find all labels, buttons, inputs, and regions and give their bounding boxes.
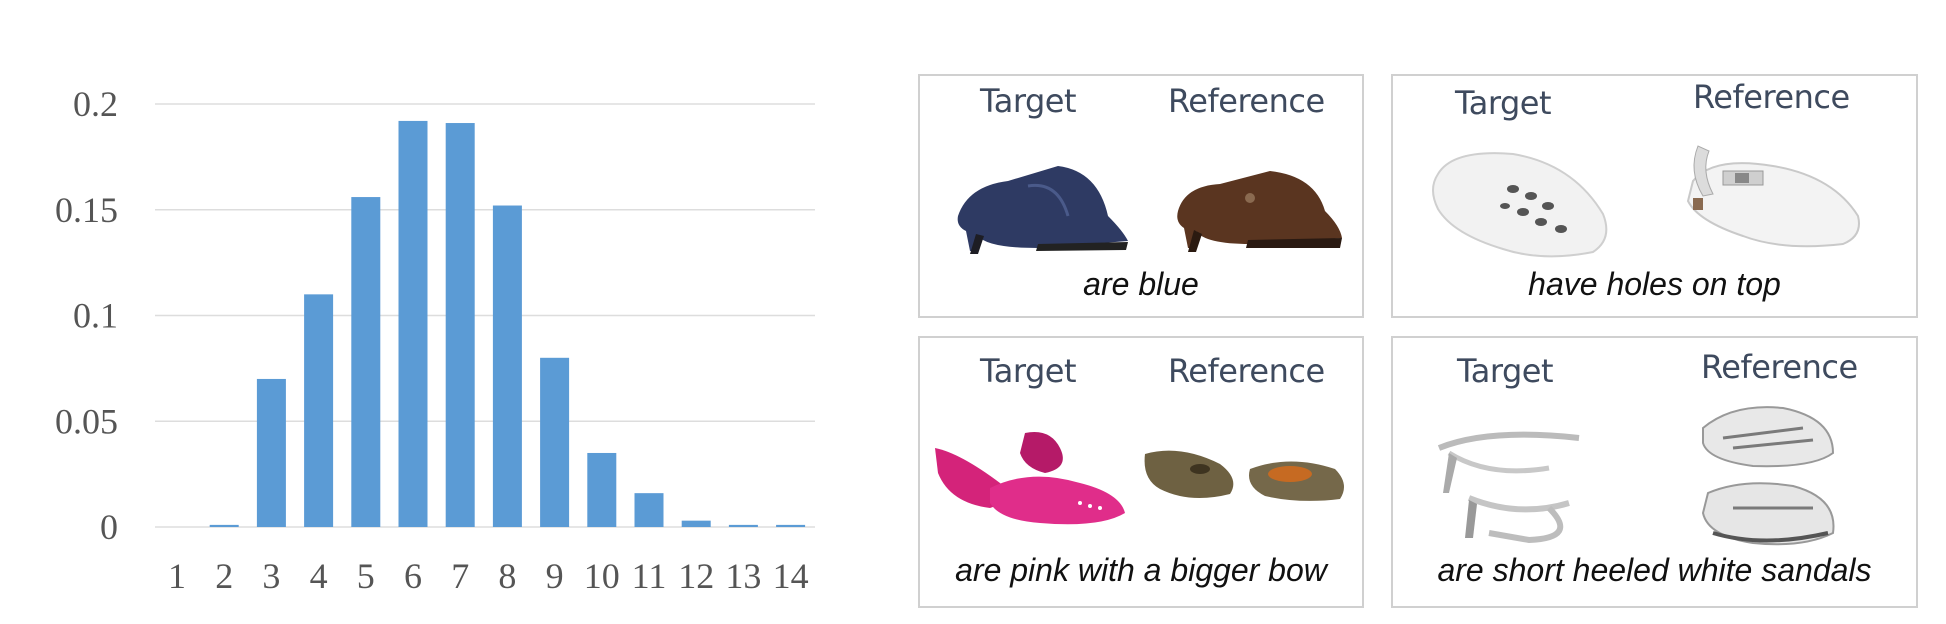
x-tick-label: 6 xyxy=(404,556,422,596)
target-label: Target xyxy=(1457,352,1554,390)
x-tick-label: 5 xyxy=(357,556,375,596)
y-tick-label: 0.2 xyxy=(73,84,118,124)
example-panel-pink: Target Reference are pink with a bigger … xyxy=(918,336,1364,608)
reference-label: Reference xyxy=(1701,348,1858,386)
reference-label: Reference xyxy=(1168,82,1325,120)
x-tick-label: 7 xyxy=(451,556,469,596)
bar-7 xyxy=(445,123,475,527)
reference-label: Reference xyxy=(1168,352,1325,390)
navy-mule-shoe-image xyxy=(957,166,1128,254)
target-label: Target xyxy=(980,352,1077,390)
bar-8 xyxy=(492,205,522,527)
silver-sneakers-image xyxy=(1701,406,1835,546)
brown-mule-shoe-image xyxy=(1177,171,1342,252)
x-tick-label: 14 xyxy=(773,556,809,596)
bar-3 xyxy=(256,378,286,527)
white-clog-with-strap-image xyxy=(1686,145,1860,248)
example-panel-holes: Target Reference have holes on top xyxy=(1391,74,1918,318)
olive-flats-image xyxy=(1144,450,1344,501)
y-axis-ticks: 0 0.05 0.1 0.15 0.2 xyxy=(55,84,118,547)
caption: have holes on top xyxy=(1528,266,1781,302)
x-tick-label: 4 xyxy=(310,556,328,596)
bar-10 xyxy=(587,452,617,527)
x-axis-ticks: 1 2 3 4 5 6 7 8 9 10 11 12 13 14 xyxy=(168,556,809,596)
target-label: Target xyxy=(980,82,1077,120)
target-label: Target xyxy=(1455,84,1552,122)
x-tick-label: 11 xyxy=(632,556,667,596)
bar-12 xyxy=(681,520,711,527)
y-tick-label: 0.05 xyxy=(55,401,118,441)
white-clog-with-holes-image xyxy=(1432,152,1608,258)
x-tick-label: 8 xyxy=(498,556,516,596)
bar-11 xyxy=(634,493,664,527)
y-tick-label: 0.15 xyxy=(55,190,118,230)
silver-heeled-sandals-image xyxy=(1437,431,1580,544)
bar-9 xyxy=(540,357,570,527)
example-panel-blue: Target Reference are blue xyxy=(918,74,1364,318)
bar-5 xyxy=(351,197,381,527)
x-tick-label: 3 xyxy=(262,556,280,596)
x-tick-label: 1 xyxy=(168,556,186,596)
bars xyxy=(209,120,806,528)
y-tick-label: 0.1 xyxy=(73,296,118,336)
pink-bow-flats-image xyxy=(935,432,1125,525)
caption: are short heeled white sandals xyxy=(1437,552,1872,588)
x-tick-label: 9 xyxy=(546,556,564,596)
caption: are blue xyxy=(1083,266,1199,302)
caption: are pink with a bigger bow xyxy=(955,552,1327,588)
x-tick-label: 10 xyxy=(584,556,620,596)
bar-chart: 00.050.10.150.2 1 2 3 4 5 6 7 8 9 10 11 12 13 14 xyxy=(55,84,815,596)
bar-14 xyxy=(776,524,806,527)
example-panel-sandals: Target Reference are short heeled white … xyxy=(1391,336,1918,608)
bar-4 xyxy=(304,294,334,527)
bar-13 xyxy=(728,524,758,527)
bar-6 xyxy=(398,120,428,528)
reference-label: Reference xyxy=(1693,78,1850,116)
bar-2 xyxy=(209,524,239,527)
x-tick-label: 2 xyxy=(215,556,233,596)
grid-lines xyxy=(155,103,815,528)
x-tick-label: 13 xyxy=(725,556,761,596)
x-tick-label: 12 xyxy=(678,556,714,596)
y-tick-label: 0 xyxy=(100,507,118,547)
